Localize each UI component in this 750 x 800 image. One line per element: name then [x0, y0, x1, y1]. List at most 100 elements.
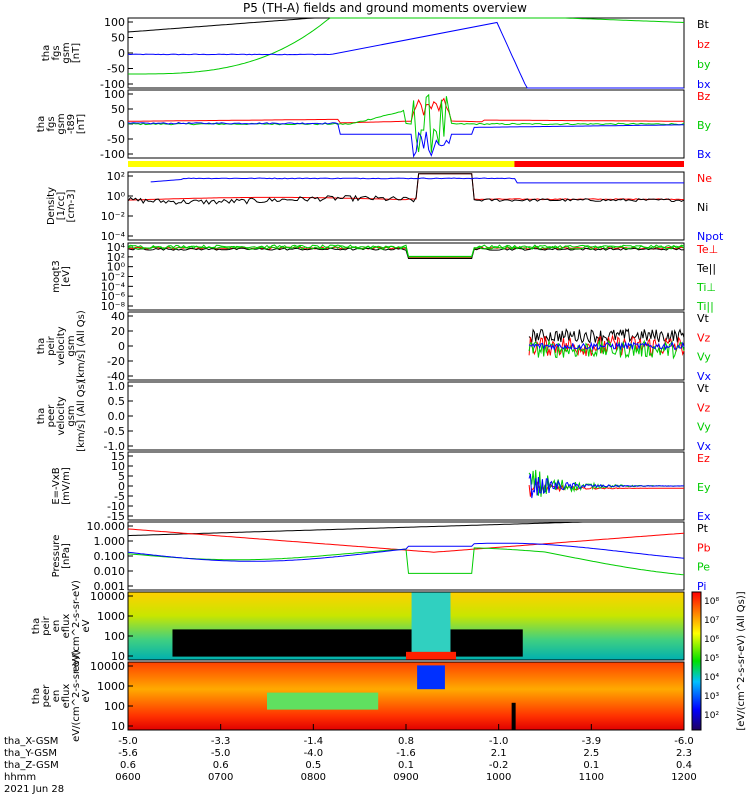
fgs-dsl-series-2 — [127, 122, 684, 158]
efield-ytick-label: -5 — [114, 490, 125, 503]
panel-electron-eflux: 10000 1000 100 10 thapeerenefluxeV/(cm^2-s-s… — [31, 650, 685, 742]
peer-velocity-ylabel: thapeervelocitygsm[km/s] (All Qs) — [36, 380, 87, 452]
efield-ytick-label: 5 — [118, 470, 125, 483]
peir-velocity-series-0 — [528, 328, 685, 344]
xaxis-tick-label: -4.0 — [304, 748, 324, 759]
xaxis-tick-label: -1.6 — [396, 748, 416, 759]
panel-pressure: 10.0001.0000.1000.0100.001Pressure[nPa]P… — [51, 520, 711, 593]
efield-ytick-label: 15 — [111, 450, 125, 463]
temperature-legend-1: Te|| — [696, 262, 716, 275]
density-series-0 — [127, 173, 685, 201]
density-ylabel-line: [cm-3] — [66, 189, 77, 222]
density-ytick-label: 10² — [107, 170, 125, 183]
pressure-frame — [127, 521, 685, 591]
efield-legend-1: Ey — [697, 481, 711, 494]
xaxis-tick-label: 0800 — [301, 772, 326, 783]
pressure-series-3 — [127, 542, 685, 562]
efield-ytick-label: -10 — [107, 500, 125, 513]
ion-eflux-low-count — [172, 629, 523, 657]
pressure-ytick-label: 0.100 — [94, 550, 126, 563]
colorbar-tick: 10⁵ — [704, 654, 719, 664]
efield-ylabel: E=-VxB[mV/m] — [51, 467, 72, 505]
ion-eflux-ylabel-line: eV/(cm^2-s-sr-eV) — [71, 580, 82, 672]
fgs-series-2 — [128, 17, 685, 75]
peer-velocity-legend-0: Vt — [697, 382, 710, 395]
peer-velocity-frame — [127, 381, 685, 451]
ion-eflux-ylabel-line: eflux — [61, 614, 72, 639]
fgs-dsl-ytick-label: -100 — [100, 148, 125, 161]
ion-eflux-ylabel-line: tha — [31, 618, 42, 634]
xaxis-tick-label: 0700 — [208, 772, 233, 783]
xaxis-tick-label: 0.8 — [398, 736, 414, 747]
pressure-legend-2: Pe — [697, 561, 710, 574]
xaxis-tick-label: 0900 — [393, 772, 418, 783]
fgs-dsl-legend-1: By — [697, 119, 712, 132]
peer-velocity-ylabel-line: tha — [36, 408, 47, 424]
density-ylabel-line: [1/cc] — [56, 192, 67, 221]
colorbar-gradient — [691, 591, 702, 731]
temperature-legend-3: Ti|| — [696, 300, 714, 313]
colorbar-tick: 10⁷ — [704, 616, 719, 626]
fgs-series-0 — [127, 17, 684, 33]
fgs-legend-2: by — [697, 58, 711, 71]
chart-title: P5 (TH-A) fields and ground moments over… — [243, 1, 527, 15]
fgs-dsl-ytick-label: 50 — [111, 103, 125, 116]
peer-velocity-legend-3: Vx — [697, 440, 712, 453]
panel-ion-eflux: 10000 1000 100 10 thapeirenefluxeV/(cm^2-s-s… — [31, 580, 685, 672]
fgs-dsl-ylabel-line: gsm — [56, 113, 67, 134]
temperature-series-1 — [127, 247, 685, 259]
ion-eflux-ylabel-line: peir — [41, 615, 52, 635]
ion-eflux-ylabel-line: en — [51, 620, 62, 633]
xaxis-tick-label: 2.1 — [491, 748, 507, 759]
fgs-ylabel-line: fgs — [51, 45, 62, 60]
pressure-series-0 — [127, 521, 684, 537]
electron-eflux-spectrogram — [128, 662, 684, 730]
electron-eflux-ylabel-line: eflux — [61, 684, 72, 709]
xaxis-tick-label: 2.3 — [676, 748, 692, 759]
density-legend-2: Npot — [697, 230, 724, 243]
fgs-dsl-ytick-label: 100 — [104, 88, 125, 101]
panel-peer-velocity: 1.0 0.5 0.0 -0.5 -1.0 thapeervelocitygsm[km/s… — [36, 380, 712, 453]
pressure-series-2 — [127, 547, 685, 576]
temperature-ytick-label: 10⁻² — [101, 271, 125, 284]
peer-velocity-ytick-label: 0.5 — [108, 395, 126, 408]
fgs-dsl-legend-2: Bx — [697, 148, 712, 161]
pressure-ytick-label: 0.001 — [94, 580, 126, 593]
peir-velocity-legend-0: Vt — [697, 312, 710, 325]
temperature-ytick-label: 10⁻⁸ — [101, 300, 126, 313]
peer-velocity-ytick-label: 0.0 — [108, 410, 126, 423]
peir-velocity-legend-1: Vz — [697, 331, 711, 344]
density-ylabel: Density[1/cc][cm-3] — [46, 187, 77, 225]
ion-eflux-ytick-label: 10 — [111, 650, 125, 663]
peir-velocity-ylabel-line: peir — [46, 335, 57, 355]
fgs-dsl-ylabel-line: [nT] — [76, 114, 87, 134]
pressure-ylabel-line: Pressure — [51, 535, 62, 578]
peer-velocity-ylabel-line: peer — [46, 404, 57, 428]
fgs-dsl-ytick-label: 0 — [118, 118, 125, 131]
fgs-ylabel-line: [nT] — [71, 43, 82, 63]
density-legend-0: Ne — [697, 172, 712, 185]
temperature-ylabel-line: moqt3 — [51, 260, 62, 293]
temperature-ylabel-line: [eV] — [61, 266, 72, 287]
mode-bar-slow — [128, 161, 515, 167]
peir-velocity-ylabel-line: gsm — [66, 335, 77, 356]
fgs-ylabel-line: tha — [41, 45, 52, 61]
electron-eflux-ytick-label: 1000 — [97, 680, 125, 693]
peer-velocity-legend-1: Vz — [697, 401, 711, 414]
electron-eflux-ylabel-line: tha — [31, 688, 42, 704]
pressure-legend-3: Pi — [697, 580, 706, 593]
colorbar-tick: 10² — [704, 711, 719, 721]
peir-velocity-ytick-label: 0 — [118, 340, 125, 353]
xaxis-tick-label: -1.0 — [489, 736, 509, 747]
pressure-ylabel-line: [nPa] — [61, 543, 72, 569]
efield-legend-0: Ez — [697, 452, 710, 465]
xaxis-tick-label: 0.1 — [583, 760, 599, 771]
peer-velocity-ylabel-line: velocity — [56, 396, 67, 435]
xaxis-tick-label: 1200 — [671, 772, 696, 783]
peer-velocity-ytick-label: 1.0 — [108, 380, 126, 393]
peer-velocity-ytick-label: -1.0 — [104, 440, 125, 453]
fgs-ylabel: thafgsgsm[nT] — [41, 42, 82, 63]
density-legend-1: Ni — [697, 201, 708, 214]
xaxis-tick-label: 0.6 — [213, 760, 229, 771]
colorbar-tick: 10³ — [704, 692, 719, 702]
